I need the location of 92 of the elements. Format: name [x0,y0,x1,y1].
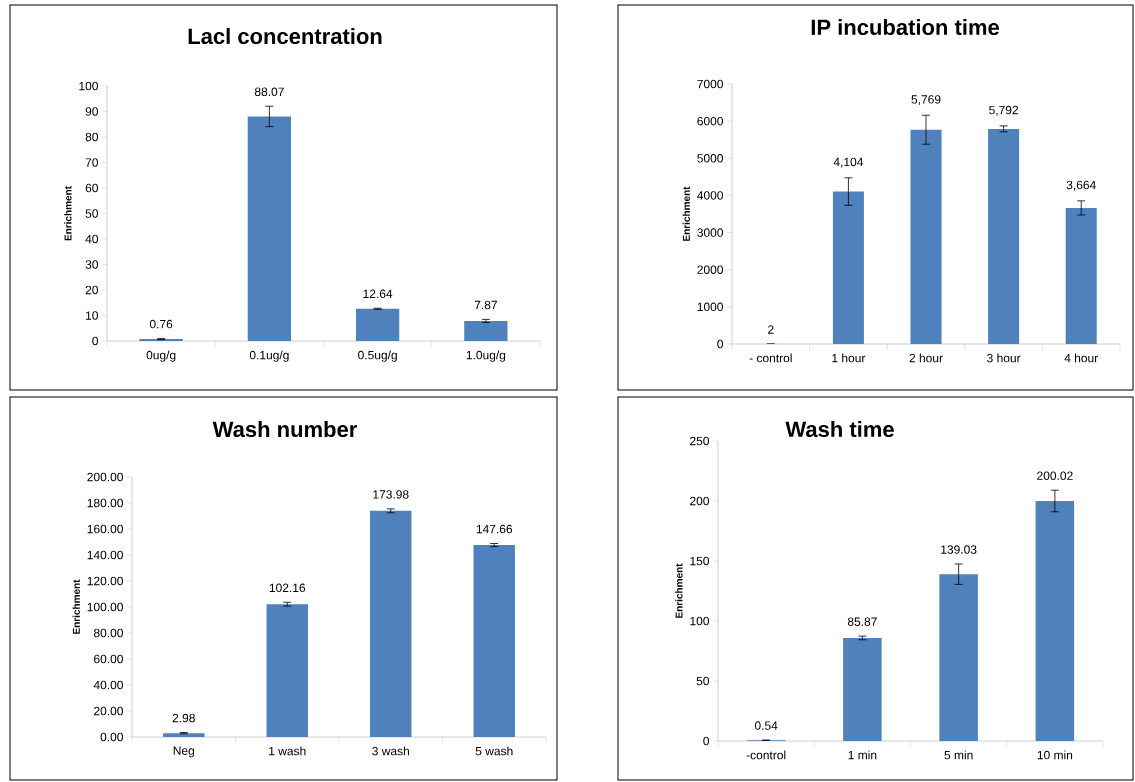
bar [370,510,412,738]
data-label: 200.02 [1037,471,1073,480]
y-tick-label: 160.00 [87,524,123,534]
x-tick-label: 3 hour [987,353,1021,363]
y-tick-label: 60 [85,183,98,193]
y-tick-label: 150 [690,556,710,566]
y-tick-label: 70 [85,158,98,167]
y-tick-label: 0 [92,336,98,346]
x-tick-label: 1.0ug/g [466,350,506,362]
bar [473,545,515,738]
data-label: 139.03 [941,545,977,554]
x-tick-label: 1 hour [832,353,866,363]
bar [266,604,308,738]
y-tick-label: 0 [703,736,710,746]
data-label: 88.07 [254,87,284,97]
y-axis-title: Enrichment [682,186,690,241]
x-tick-label: 1 wash [269,746,306,756]
x-tick-label: 10 min [1037,750,1073,760]
bar [939,574,978,742]
y-axis-title: Enrichment [72,579,80,634]
x-tick-label: 2 hour [909,353,943,363]
x-tick-label: 4 hour [1064,353,1098,363]
y-tick-label: 40 [85,234,98,244]
bar [910,129,942,345]
y-tick-label: 90 [85,107,98,116]
y-tick-label: 200.00 [87,472,123,482]
data-label: 5,769 [911,95,941,106]
y-tick-label: 50 [696,676,710,686]
x-tick-label: 5 wash [475,746,513,756]
chart-title: Wash number [212,420,357,438]
y-tick-label: 60.00 [94,654,123,664]
data-label: 0.76 [149,319,173,329]
x-tick-label: 5 min [944,750,973,760]
y-tick-label: 3000 [697,228,724,237]
bar [1035,500,1075,742]
bar [355,308,400,341]
y-tick-label: 180.00 [87,498,123,508]
bar [247,116,292,341]
x-tick-label: 0.5ug/g [358,350,397,362]
chart-title: IP incubation time [811,18,999,36]
y-tick-label: 4000 [697,191,724,200]
y-tick-label: 200 [690,496,710,506]
y-tick-label: 0.00 [100,732,123,742]
bar [163,733,205,738]
y-tick-label: 20 [85,285,98,295]
chart-title: Wash time [785,420,894,438]
y-tick-label: 50 [85,209,98,218]
data-label: 4,104 [833,157,864,168]
y-tick-label: 40.00 [93,680,123,690]
x-tick-label: 1 min [848,750,877,760]
bar [832,191,864,345]
bar [464,320,508,341]
data-label: 5,792 [989,105,1019,116]
y-tick-label: 80 [85,132,98,142]
y-tick-label: 6000 [697,116,724,126]
data-label: 102.16 [269,583,306,593]
y-tick-label: 30 [85,260,98,269]
y-tick-label: 7000 [697,79,724,89]
x-tick-label: -control [746,750,786,760]
y-tick-label: 10 [86,311,98,320]
x-tick-label: - control [749,353,792,363]
data-label: 2.98 [172,713,195,723]
data-label: 2 [768,325,774,334]
y-tick-label: 100 [79,81,98,91]
x-tick-label: 0.1ug/g [249,350,289,362]
y-axis-title: Enrichment [64,186,72,241]
chart-title: Lacl concentration [188,27,382,45]
bar [1065,207,1097,345]
data-label: 173.98 [373,490,409,499]
data-label: 85.87 [847,617,877,626]
y-tick-label: 0 [717,339,724,349]
bar [988,128,1020,345]
y-tick-label: 100.00 [87,602,123,612]
y-tick-label: 250 [690,436,710,446]
data-label: 12.64 [363,289,393,299]
y-tick-label: 120.00 [87,576,123,586]
y-tick-label: 100 [690,616,710,626]
y-tick-label: 1000 [697,302,724,312]
y-tick-label: 80.00 [93,628,123,638]
y-tick-label: 20.00 [94,706,123,716]
data-label: 3,664 [1066,180,1096,191]
y-tick-label: 5000 [697,154,724,163]
data-label: 7.87 [474,300,497,310]
y-tick-label: 140.00 [87,550,123,560]
y-axis-title: Enrichment [675,563,683,618]
y-tick-label: 2000 [697,265,724,274]
x-tick-label: 3 wash [372,746,409,756]
x-tick-label: 0ug/g [146,350,176,362]
x-tick-label: Neg [173,746,194,758]
data-label: 0.54 [754,721,778,730]
bar [843,637,882,742]
data-label: 147.66 [476,524,513,534]
